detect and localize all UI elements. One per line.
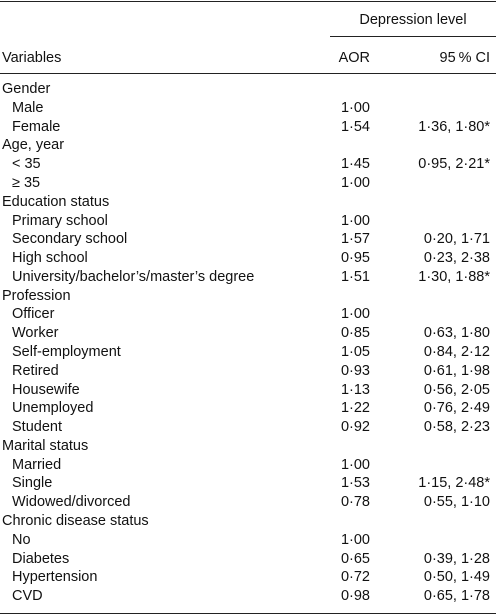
aor: 1·00 — [340, 212, 370, 229]
row-label: Primary school — [12, 212, 108, 229]
row-label: Diabetes — [12, 550, 70, 567]
aor: 0·85 — [340, 325, 370, 342]
ci: 0·23, 2·38 — [423, 250, 490, 266]
header-rule — [0, 73, 496, 74]
ci: 0·50, 1·49 — [423, 569, 490, 586]
aor: 1·51 — [340, 268, 370, 285]
row-label: Hypertension — [12, 569, 98, 586]
row-label: Secondary school — [12, 231, 128, 248]
ci: 0·56, 2·05 — [423, 381, 490, 398]
aor: 1·45 — [340, 156, 370, 173]
group-title: Gender — [2, 81, 51, 97]
ci: 0·55, 1·10 — [423, 494, 490, 511]
ci: 0·20, 1·71 — [423, 231, 490, 248]
group-title: Marital status — [2, 437, 89, 454]
aor: 1·05 — [340, 343, 370, 360]
row-label: Single — [12, 475, 53, 492]
group-title: Age, year — [2, 137, 65, 154]
ci: 0·63, 1·80 — [423, 325, 490, 342]
top-rule — [0, 1, 496, 2]
row-label: University/bachelor’s/master’s degree — [12, 268, 255, 285]
ci: 1·15, 2·48* — [418, 475, 490, 492]
aor: 1·00 — [340, 99, 370, 116]
row-label: Retired — [12, 362, 59, 379]
row-label: No — [12, 531, 31, 548]
row-label: CVD — [12, 588, 43, 605]
group-title: Chronic disease status — [2, 512, 149, 529]
aor: 0·72 — [340, 569, 370, 586]
ci: 0·95, 2·21* — [418, 156, 490, 173]
aor: 1·13 — [340, 381, 370, 398]
aor: 0·92 — [340, 419, 370, 435]
ci: 1·36, 1·80* — [418, 118, 490, 135]
row-label: Male — [12, 99, 44, 116]
row-label: Student — [12, 419, 62, 435]
ci: 0·58, 2·23 — [423, 419, 490, 435]
ci: 0·76, 2·49 — [423, 400, 490, 417]
row-label: Unemployed — [12, 400, 94, 417]
aor: 1·22 — [340, 400, 370, 417]
aor: 0·98 — [340, 588, 370, 605]
row-label: Female — [12, 118, 61, 135]
aor: 0·65 — [340, 550, 370, 567]
row-label: Widowed/divorced — [12, 494, 131, 511]
group-title: Education status — [2, 193, 110, 210]
row-label: High school — [12, 250, 88, 266]
group-rule — [330, 36, 496, 37]
aor: 1·00 — [340, 456, 370, 473]
row-label: ≥ 35 — [12, 174, 41, 191]
column-header: 95 % CI — [439, 50, 490, 66]
row-label: Housewife — [12, 381, 80, 398]
bottom-rule — [0, 613, 496, 614]
row-label: < 35 — [12, 156, 41, 173]
row-label: Officer — [12, 306, 55, 323]
group-header: Depression level — [359, 12, 467, 28]
aor: 1·57 — [340, 231, 370, 248]
row-label: Married — [12, 456, 62, 473]
aor: 0·78 — [340, 494, 370, 511]
aor: 1·54 — [340, 118, 370, 135]
group-title: Profession — [2, 287, 71, 304]
row-label: Worker — [12, 325, 59, 342]
aor: 1·00 — [340, 174, 370, 191]
ci: 0·65, 1·78 — [423, 588, 490, 605]
column-header: AOR — [338, 50, 370, 66]
ci: 1·30, 1·88* — [418, 268, 490, 285]
aor: 1·00 — [340, 531, 370, 548]
row-label: Self-employment — [12, 343, 121, 360]
ci: 0·39, 1·28 — [423, 550, 490, 567]
aor: 1·53 — [340, 475, 370, 492]
ci: 0·61, 1·98 — [423, 362, 490, 379]
aor: 0·93 — [340, 362, 370, 379]
column-header: Variables — [2, 50, 62, 66]
ci: 0·84, 2·12 — [423, 343, 490, 360]
aor: 1·00 — [340, 306, 370, 323]
aor: 0·95 — [340, 250, 370, 266]
